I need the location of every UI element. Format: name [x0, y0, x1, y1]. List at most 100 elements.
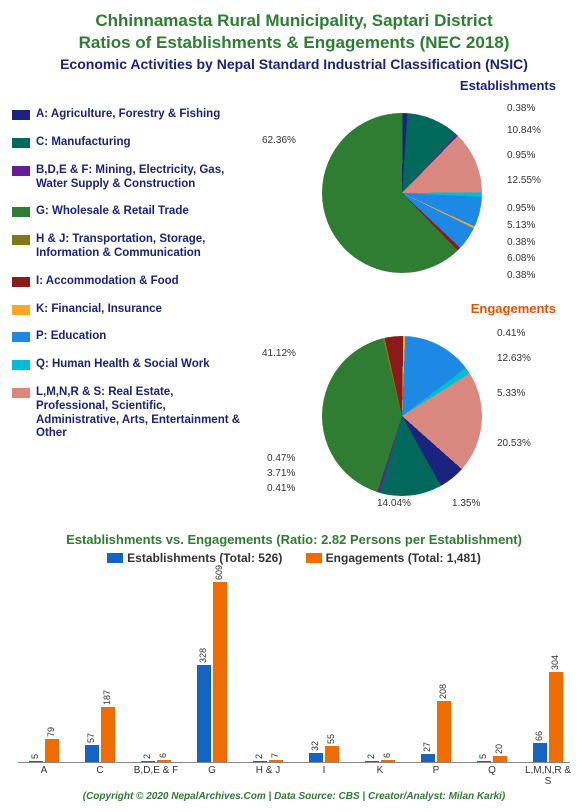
pie-slice-label: 12.63% [497, 353, 531, 364]
pie-slice-label: 0.38% [507, 270, 535, 281]
bar-group: 328609 [190, 582, 234, 762]
bar-value: 187 [102, 690, 112, 705]
legend-item: H & J: Transportation, Storage, Informat… [12, 233, 242, 261]
pie-slice-label: 0.95% [507, 203, 535, 214]
title-line-2: Ratios of Establishments & Engagements (… [79, 33, 510, 52]
legend-swatch [12, 305, 30, 315]
pie-slice-label: 12.55% [507, 175, 541, 186]
legend-item: C: Manufacturing [12, 136, 242, 150]
pie-slice-label: 1.35% [452, 498, 480, 509]
bar-value: 5 [30, 754, 40, 759]
legend-swatch [12, 388, 30, 398]
bar-group: 66304 [526, 672, 570, 762]
bar-value: 6 [382, 753, 392, 758]
bar-value: 57 [86, 733, 96, 743]
subtitle: Economic Activities by Nepal Standard In… [12, 56, 576, 72]
legend-item: K: Financial, Insurance [12, 303, 242, 317]
bar-group: 26 [358, 760, 402, 762]
bar-value: 66 [534, 731, 544, 741]
legend-item: B,D,E & F: Mining, Electricity, Gas, Wat… [12, 164, 242, 192]
legend-swatch [12, 277, 30, 287]
legend-item: A: Agriculture, Forestry & Fishing [12, 108, 242, 122]
legend-swatch [12, 110, 30, 120]
bar-eng: 6 [157, 760, 171, 762]
x-axis-label: C [74, 765, 126, 776]
bar-value: 609 [214, 565, 224, 580]
x-axis-label: P [410, 765, 462, 776]
legend-item: L,M,N,R & S: Real Estate, Professional, … [12, 386, 242, 441]
bar-legend: Establishments (Total: 526) Engagements … [12, 551, 576, 566]
legend-item: I: Accommodation & Food [12, 275, 242, 289]
bar-group: 26 [134, 760, 178, 762]
legend-label: B,D,E & F: Mining, Electricity, Gas, Wat… [36, 164, 242, 192]
eng-swatch [306, 553, 322, 563]
bar-value: 20 [494, 744, 504, 754]
pie1-title: Establishments [252, 78, 576, 93]
pie-slice-label: 3.71% [267, 468, 295, 479]
legend-label: G: Wholesale & Retail Trade [36, 205, 189, 219]
title-line-1: Chhinnamasta Rural Municipality, Saptari… [95, 11, 492, 30]
legend-swatch [12, 166, 30, 176]
bar-est: 5 [477, 761, 491, 762]
legend-label: A: Agriculture, Forestry & Fishing [36, 108, 220, 122]
pie-slice-label: 0.41% [267, 483, 295, 494]
pie-slice-label: 62.36% [262, 135, 296, 146]
establishments-pie [322, 113, 482, 273]
bar-value: 79 [46, 727, 56, 737]
legend-swatch [12, 207, 30, 217]
infographic-root: Chhinnamasta Rural Municipality, Saptari… [0, 0, 588, 812]
bar-est: 2 [141, 761, 155, 762]
bar-est: 5 [29, 761, 43, 762]
legend-label: K: Financial, Insurance [36, 303, 162, 317]
bar-x-axis: ACB,D,E & FGH & JIKPQL,M,N,R & S [18, 763, 570, 781]
bar-value: 2 [142, 754, 152, 759]
est-swatch [107, 553, 123, 563]
bar-eng: 6 [381, 760, 395, 762]
bar-est: 2 [253, 761, 267, 762]
bar-eng: 304 [549, 672, 563, 762]
legend-label: C: Manufacturing [36, 136, 131, 150]
bar-eng: 7 [269, 760, 283, 762]
legend-label: I: Accommodation & Food [36, 275, 179, 289]
x-axis-label: I [298, 765, 350, 776]
bar-value: 328 [198, 648, 208, 663]
eng-legend-text: Engagements (Total: 1,481) [326, 551, 481, 565]
legend-item: Q: Human Health & Social Work [12, 358, 242, 372]
legend-label: L,M,N,R & S: Real Estate, Professional, … [36, 386, 242, 441]
bar-est: 66 [533, 743, 547, 763]
bar-eng: 55 [325, 746, 339, 762]
bar-value: 55 [326, 734, 336, 744]
legend-label: Q: Human Health & Social Work [36, 358, 210, 372]
pie-slice-label: 41.12% [262, 348, 296, 359]
est-legend-text: Establishments (Total: 526) [127, 551, 282, 565]
bar-value: 32 [310, 741, 320, 751]
legend-swatch [12, 138, 30, 148]
legend-swatch [12, 332, 30, 342]
bar-legend-est: Establishments (Total: 526) [107, 551, 282, 565]
bar-est: 2 [365, 761, 379, 762]
x-axis-label: H & J [242, 765, 294, 776]
pie-slice-label: 0.41% [497, 328, 525, 339]
x-axis-label: B,D,E & F [130, 765, 182, 776]
x-axis-label: A [18, 765, 70, 776]
legend-item: P: Education [12, 330, 242, 344]
pie-slice-label: 6.08% [507, 253, 535, 264]
x-axis-label: L,M,N,R & S [522, 765, 574, 787]
engagements-pie [322, 336, 482, 496]
pie-slice-label: 0.95% [507, 150, 535, 161]
bar-section-header: Establishments vs. Engagements (Ratio: 2… [12, 532, 576, 547]
bar-group: 57187 [78, 707, 122, 762]
bar-value: 6 [158, 753, 168, 758]
bar-chart: 5795718726328609273255262720852066304 [18, 572, 570, 763]
bar-value: 2 [254, 754, 264, 759]
bar-value: 2 [366, 754, 376, 759]
x-axis-label: Q [466, 765, 518, 776]
bar-legend-eng: Engagements (Total: 1,481) [306, 551, 481, 565]
bar-group: 520 [470, 756, 514, 762]
x-axis-label: K [354, 765, 406, 776]
x-axis-label: G [186, 765, 238, 776]
main-title: Chhinnamasta Rural Municipality, Saptari… [12, 10, 576, 54]
bar-group: 3255 [302, 746, 346, 762]
pie2-title: Engagements [252, 301, 576, 316]
pie-charts-column: Establishments 62.36%0.38%10.84%0.95%12.… [252, 78, 576, 524]
